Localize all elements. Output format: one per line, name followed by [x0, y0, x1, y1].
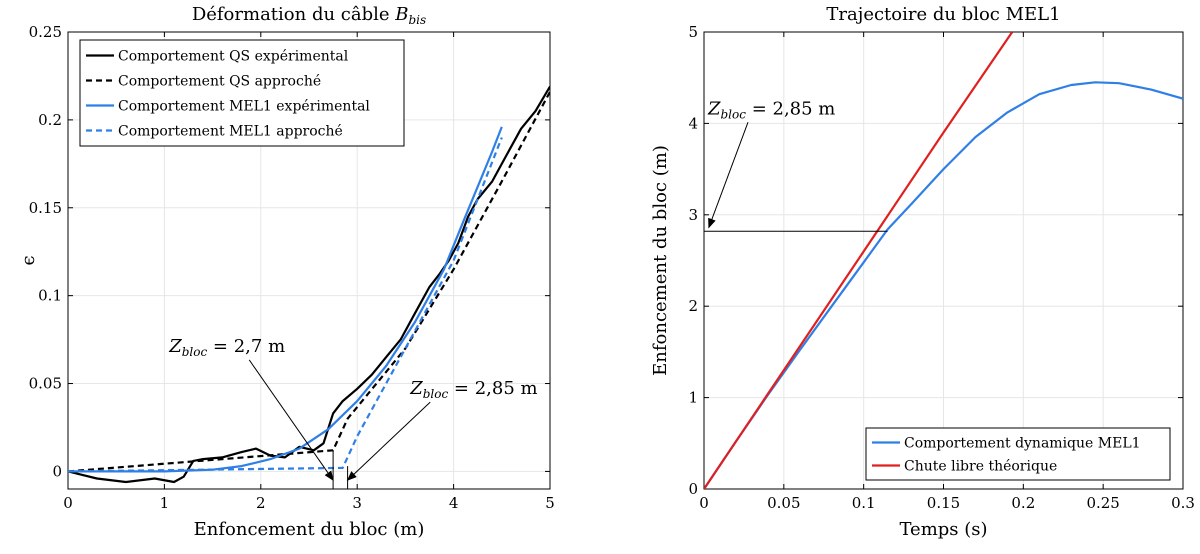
- chart-title: Trajectoire du bloc MEL1: [826, 4, 1060, 25]
- y-tick-label: 0.05: [29, 375, 62, 393]
- chart-left: 0 1 2 3 4 5 0 0.05 0.1 0.15 0.2 0.25 Déformation du …: [18, 4, 555, 540]
- x-tick-label: 4: [449, 494, 459, 512]
- legend-box: [865, 427, 1171, 481]
- y-tick-label: 0.1: [38, 287, 62, 305]
- axes-frame: [67, 31, 551, 490]
- annotation-label: Zbloc = 2,85 m: [707, 98, 835, 121]
- legend-label: Chute libre théorique: [904, 459, 1057, 475]
- series-group: [68, 85, 550, 489]
- legend-label: Comportement MEL1 approché: [118, 124, 343, 140]
- series-line-chute-libre-th-orique: [704, 32, 1014, 489]
- x-tick-label: 0.2: [1011, 494, 1035, 512]
- y-tick-label: 0: [688, 480, 698, 498]
- x-tick-label: 3: [352, 494, 362, 512]
- y-tick-label: 0.15: [29, 199, 62, 217]
- y-tick-label: 3: [688, 206, 698, 224]
- y-tick-label: 5: [688, 23, 698, 41]
- y-tick-label: 4: [688, 114, 698, 132]
- x-axis-label: Temps (s): [899, 519, 987, 540]
- legend-label: Comportement dynamique MEL1: [904, 436, 1141, 452]
- annotation-arrow: [248, 359, 334, 482]
- annotation-label: Zbloc = 2,85 m: [409, 378, 537, 401]
- x-tick-label: 0.25: [1086, 494, 1119, 512]
- series-line-comportement-dynamique-mel1: [704, 81, 1183, 489]
- y-tick-label: 0: [52, 462, 62, 480]
- x-axis-label: Enfoncement du bloc (m): [194, 519, 425, 540]
- annotation-label: Zbloc = 2,7 m: [168, 336, 285, 359]
- y-tick-label: 0.2: [38, 111, 62, 129]
- x-tick-label: 0.3: [1171, 494, 1195, 512]
- legend-label: Comportement QS approché: [118, 74, 321, 90]
- x-tick-label: 0: [63, 494, 73, 512]
- x-tick-label: 0.1: [852, 494, 876, 512]
- legend-label: Comportement QS expérimental: [118, 49, 349, 65]
- x-tick-label: 5: [545, 494, 555, 512]
- x-tick-label: 0.05: [767, 494, 800, 512]
- y-tick-label: 0.25: [29, 23, 62, 41]
- y-axis-label: ϵ: [18, 255, 39, 265]
- y-tick-label: 2: [688, 297, 698, 315]
- y-tick-label: 1: [688, 389, 698, 407]
- legend-box: [79, 39, 405, 147]
- chart-right: 0 0.05 0.1 0.15 0.2 0.25 0.3 0 1 2 3 4 5 Trajectoire …: [650, 4, 1195, 540]
- chart-title: Déformation du câble Bbis: [192, 4, 426, 27]
- annotation-arrow: [708, 122, 749, 229]
- series-line-comportement-mel1-exp-rimental: [68, 126, 503, 473]
- series-line-comportement-qs-approch: [68, 91, 550, 473]
- series-line-comportement-mel1-approch: [68, 137, 503, 473]
- x-tick-label: 0: [699, 494, 709, 512]
- x-tick-label: 0.15: [927, 494, 960, 512]
- legend-label: Comportement MEL1 expérimental: [118, 99, 370, 115]
- annotation-arrow: [346, 401, 431, 481]
- x-tick-label: 1: [160, 494, 170, 512]
- x-tick-label: 2: [256, 494, 266, 512]
- series-group: [704, 32, 1183, 489]
- y-axis-label: Enfoncement du bloc (m): [650, 145, 671, 376]
